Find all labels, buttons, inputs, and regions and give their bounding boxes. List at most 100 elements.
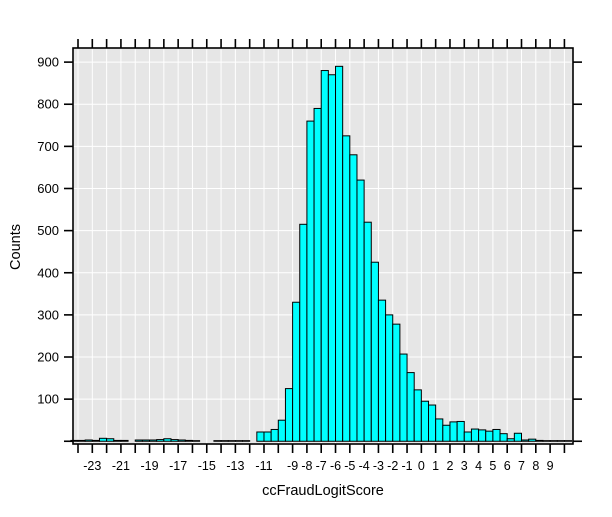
x-tick-label: 4 (475, 459, 482, 473)
histogram-bar (356, 179, 365, 442)
histogram-bar (256, 431, 265, 442)
x-tick-label: -19 (140, 459, 158, 473)
y-tick-label: 800 (37, 97, 59, 112)
x-tick-label: -4 (359, 459, 370, 473)
histogram-bar (392, 323, 401, 442)
histogram-bar (113, 439, 122, 442)
x-tick-label: -5 (344, 459, 355, 473)
histogram-bar (542, 440, 551, 442)
y-tick-label: 500 (37, 223, 59, 238)
x-tick-label: 8 (532, 459, 539, 473)
histogram-bar (149, 439, 158, 442)
histogram-bar (234, 440, 244, 442)
histogram-bar (177, 439, 186, 442)
y-tick-label: 300 (37, 307, 59, 322)
x-tick-label: -9 (287, 459, 298, 473)
histogram-bar (106, 438, 115, 442)
histogram-bar (91, 439, 100, 442)
histogram-bar (141, 439, 151, 442)
histogram-bar (335, 65, 344, 442)
y-tick-label: 900 (37, 55, 59, 70)
x-tick-label: 1 (432, 459, 439, 473)
histogram-bar (413, 389, 422, 442)
y-axis-title: Counts (8, 224, 24, 270)
histogram-bar (535, 439, 544, 442)
histogram-bar (363, 221, 372, 442)
x-tick-label: -23 (83, 459, 101, 473)
y-tick-label: 400 (37, 265, 59, 280)
histogram-bar (292, 301, 301, 442)
y-tick-label: 100 (37, 392, 59, 407)
x-tick-label: -2 (387, 459, 398, 473)
histogram-bar (170, 439, 179, 442)
histogram-bar (449, 421, 458, 442)
histogram-bar (213, 440, 222, 442)
x-tick-label: -15 (198, 459, 216, 473)
histogram-bar (277, 419, 286, 442)
y-tick-label: 700 (37, 139, 59, 154)
x-axis-title: ccFraudLogitScore (262, 483, 384, 499)
x-tick-label: -7 (316, 459, 327, 473)
histogram-bar (456, 420, 465, 442)
histogram-bar (528, 438, 537, 442)
plot-frame (72, 47, 574, 445)
histogram-bar (399, 353, 408, 442)
histogram-bar (227, 440, 236, 442)
histogram-bar (506, 438, 515, 442)
histogram-bar (306, 120, 315, 442)
histogram-bar (406, 372, 415, 442)
histogram-bar (420, 400, 430, 442)
x-tick-label: 6 (504, 459, 511, 473)
y-tick-label: 200 (37, 350, 59, 365)
histogram-bar (435, 418, 444, 442)
histogram-bar (549, 440, 558, 442)
axis-ticks (64, 39, 582, 453)
histogram-bar (263, 431, 272, 442)
x-tick-label: -6 (330, 459, 341, 473)
histogram-bar (77, 439, 86, 442)
histogram-bar (313, 107, 322, 442)
histogram-bar (370, 261, 379, 442)
x-tick-label: 9 (547, 459, 554, 473)
histogram-bar (377, 299, 387, 442)
histogram-bar (134, 439, 143, 442)
histogram-bar (520, 439, 530, 442)
histogram-bars (70, 65, 573, 442)
histogram-bar (563, 440, 573, 442)
histogram-bar (242, 440, 251, 442)
histogram-bar (220, 440, 229, 442)
histogram-bar (463, 431, 472, 442)
histogram-bar (556, 440, 565, 442)
histogram-bar (385, 314, 394, 442)
histogram-bar (184, 439, 193, 442)
histogram-bar (299, 223, 308, 442)
y-tick-label: 600 (37, 181, 59, 196)
histogram-bar (492, 428, 501, 442)
histogram-bar (513, 432, 522, 442)
x-tick-label: 3 (461, 459, 468, 473)
histogram-bar (120, 439, 129, 442)
histogram-bar (327, 74, 337, 442)
histogram-bar (485, 430, 494, 442)
histogram-bar (191, 440, 201, 442)
histogram-bar (84, 439, 93, 442)
histogram-bar (499, 433, 508, 442)
histogram-bar (270, 428, 279, 442)
x-tick-label: 2 (446, 459, 453, 473)
histogram-bar (320, 70, 329, 442)
x-tick-label: 5 (489, 459, 496, 473)
x-tick-label: -3 (373, 459, 384, 473)
histogram-bar (478, 429, 487, 442)
histogram-bar (442, 424, 451, 442)
x-tick-label: -8 (301, 459, 312, 473)
x-tick-label: -1 (401, 459, 412, 473)
histogram-bar (98, 437, 108, 442)
axis-tick-labels: -23 -21 -19 -17 -15 -13 -11 -9 -8 -7 -6 -5 -4 -3 -2 -1 0… (37, 55, 553, 473)
histogram-bar (342, 135, 351, 442)
histogram-bar (349, 154, 358, 442)
x-tick-label: -11 (255, 459, 272, 473)
x-tick-label: -17 (169, 459, 187, 473)
histogram-bar (470, 428, 480, 442)
